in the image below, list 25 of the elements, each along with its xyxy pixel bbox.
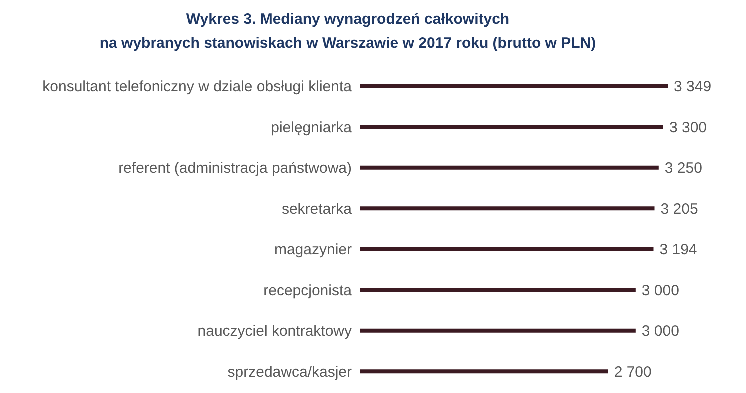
chart-title: Wykres 3. Mediany wynagrodzeń całkowitych na wybranych stanowiskach w Warszawie w 2017 roku (brutto w PLN)	[98, 10, 598, 54]
data-label: 3 300	[669, 119, 708, 136]
y-tick-label: nauczyciel kontraktowy	[198, 323, 352, 340]
data-label: 3 194	[660, 242, 698, 259]
bar	[360, 370, 608, 374]
y-tick-label: referent (administracja państwowa)	[118, 160, 352, 178]
y-tick-label: sekretarka	[282, 200, 353, 218]
data-label: 3 205	[660, 200, 698, 218]
y-tick-label: recepcjonista	[264, 282, 353, 300]
data-label: 3 349	[674, 78, 712, 96]
y-tick-label: pielęgniarka	[271, 119, 353, 136]
data-label: 3 250	[664, 160, 702, 178]
bar	[360, 288, 636, 292]
bar	[360, 125, 664, 130]
bar	[360, 84, 668, 88]
bar	[360, 166, 659, 170]
y-tick-label: magazynier	[274, 242, 352, 259]
y-tick-label: sprzedawca/kasjer	[228, 364, 352, 381]
bar	[360, 206, 655, 211]
bar	[360, 247, 654, 252]
data-label: 3 000	[642, 323, 680, 340]
data-label: 3 000	[642, 282, 680, 300]
bar	[360, 328, 636, 333]
y-tick-label: konsultant telefoniczny w dziale obsługi klienta	[42, 78, 353, 96]
data-label: 2 700	[614, 364, 652, 381]
